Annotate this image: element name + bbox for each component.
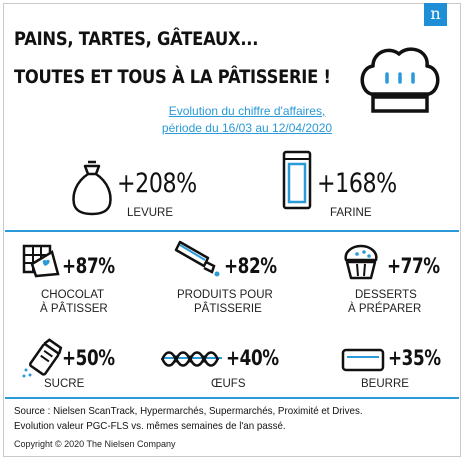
oeufs-value: +40%	[226, 346, 279, 370]
chocolate-bar-icon	[22, 242, 60, 278]
sugar-shaker-icon	[22, 338, 64, 378]
produits-value: +82%	[224, 254, 277, 278]
subtitle-line-2: période du 16/03 au 12/04/2020	[161, 121, 333, 135]
sucre-value: +50%	[62, 346, 115, 370]
flour-packet-icon	[282, 150, 312, 210]
farine-label: FARINE	[330, 207, 372, 219]
desserts-label-line-1: DESSERTS	[355, 289, 417, 301]
yeast-bag-icon	[70, 160, 114, 216]
egg-carton-icon	[160, 346, 224, 370]
produits-label-line-2: PÂTISSERIE	[194, 303, 262, 315]
muffin-icon	[342, 242, 380, 280]
oeufs-label: ŒUFS	[211, 378, 246, 390]
butter-dish-icon	[341, 348, 385, 374]
headline-line-1: PAINS, TARTES, GÂTEAUX...	[14, 28, 259, 50]
source-line-1: Source : Nielsen ScanTrack, Hypermarchés…	[14, 405, 363, 417]
chocolat-label-line-2: À PÂTISSER	[40, 303, 108, 315]
section-divider	[5, 230, 459, 232]
produits-label-line-1: PRODUITS POUR	[177, 289, 273, 301]
headline-line-2: TOUTES ET TOUS À LA PÂTISSERIE !	[14, 66, 331, 88]
desserts-label-line-2: À PRÉPARER	[348, 303, 422, 315]
chocolat-value: +87%	[62, 254, 115, 278]
nielsen-logo: n	[424, 3, 447, 26]
copyright: Copyright © 2020 The Nielsen Company	[14, 439, 176, 449]
desserts-value: +77%	[387, 254, 440, 278]
footer-divider	[5, 397, 459, 399]
chef-hat-icon	[357, 42, 443, 116]
source-line-2: Evolution valeur PGC-FLS vs. mêmes semai…	[14, 420, 286, 432]
levure-label: LEVURE	[127, 207, 174, 219]
sucre-label: SUCRE	[44, 378, 85, 390]
chocolat-label-line-1: CHOCOLAT	[41, 289, 105, 301]
beurre-label: BEURRE	[361, 378, 409, 390]
beurre-value: +35%	[388, 346, 441, 370]
subtitle-line-1: Evolution du chiffre d'affaires,	[168, 104, 326, 118]
farine-value: +168%	[317, 168, 397, 199]
piping-bag-icon	[172, 240, 224, 278]
levure-value: +208%	[117, 168, 197, 199]
